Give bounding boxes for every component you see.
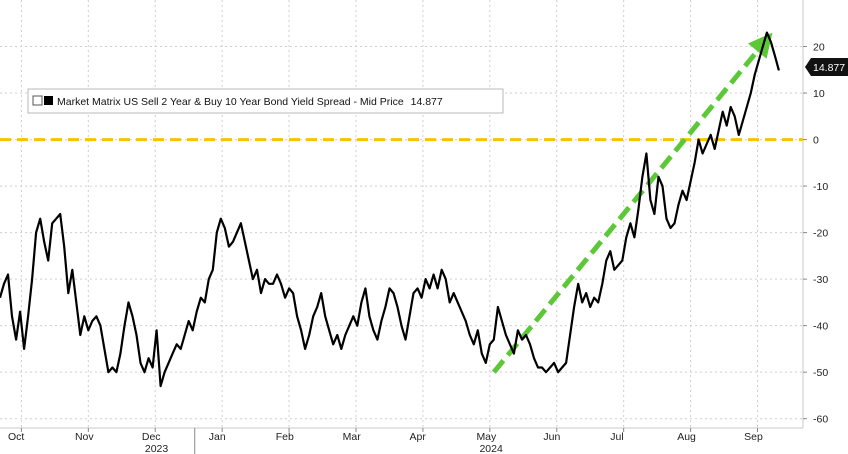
legend-swatch bbox=[44, 96, 53, 105]
x-month-label: Dec bbox=[142, 431, 161, 443]
y-axis: 20 10 0 -10 -20 -30 -40 -50 -60 bbox=[803, 42, 828, 426]
trend-arrow-head bbox=[747, 32, 773, 59]
y-tick-label: 20 bbox=[813, 42, 825, 54]
y-tick-label: 10 bbox=[813, 88, 825, 100]
x-month-label: Feb bbox=[276, 431, 294, 443]
legend-swatch-outer bbox=[32, 95, 43, 106]
y-tick-label: -10 bbox=[813, 181, 828, 193]
x-month-label: Apr bbox=[410, 431, 427, 443]
y-tick-label: -60 bbox=[813, 414, 828, 426]
y-tick-label: -40 bbox=[813, 321, 828, 333]
x-month-label: Nov bbox=[75, 431, 94, 443]
legend-label: Market Matrix US Sell 2 Year & Buy 10 Ye… bbox=[57, 96, 443, 108]
y-tick-label: 0 bbox=[813, 135, 819, 147]
trend-arrow-layer bbox=[491, 32, 773, 374]
legend-value: 14.877 bbox=[411, 96, 443, 108]
y-tick-label: -30 bbox=[813, 274, 828, 286]
last-value-tag-text: 14.877 bbox=[813, 62, 845, 74]
x-month-label: Jul bbox=[610, 431, 623, 443]
x-month-label: May bbox=[476, 431, 497, 443]
x-month-label: Oct bbox=[8, 431, 24, 443]
last-value-tag-shape bbox=[805, 58, 848, 76]
trend-arrow-shaft bbox=[491, 49, 760, 374]
x-year-label: 2023 bbox=[145, 443, 169, 454]
x-month-label: Aug bbox=[677, 431, 696, 443]
legend: Market Matrix US Sell 2 Year & Buy 10 Ye… bbox=[27, 88, 504, 114]
x-month-label: Sep bbox=[744, 431, 763, 443]
last-value-tag: 14.877 bbox=[805, 58, 848, 76]
legend-series-name: Market Matrix US Sell 2 Year & Buy 10 Ye… bbox=[57, 96, 404, 108]
legend-box bbox=[27, 88, 504, 114]
x-month-label: Jan bbox=[209, 431, 226, 443]
x-year-label: 2024 bbox=[479, 443, 503, 454]
x-axis: Oct Nov Dec Jan Feb Mar Apr May Jun Jul Aug Sep 2023… bbox=[8, 428, 763, 454]
spread-series-line bbox=[0, 31, 780, 388]
x-month-label: Jun bbox=[543, 431, 560, 443]
x-month-label: Mar bbox=[343, 431, 362, 443]
y-tick-label: -20 bbox=[813, 228, 828, 240]
y-tick-label: -50 bbox=[813, 367, 828, 379]
series-layer bbox=[0, 31, 780, 388]
